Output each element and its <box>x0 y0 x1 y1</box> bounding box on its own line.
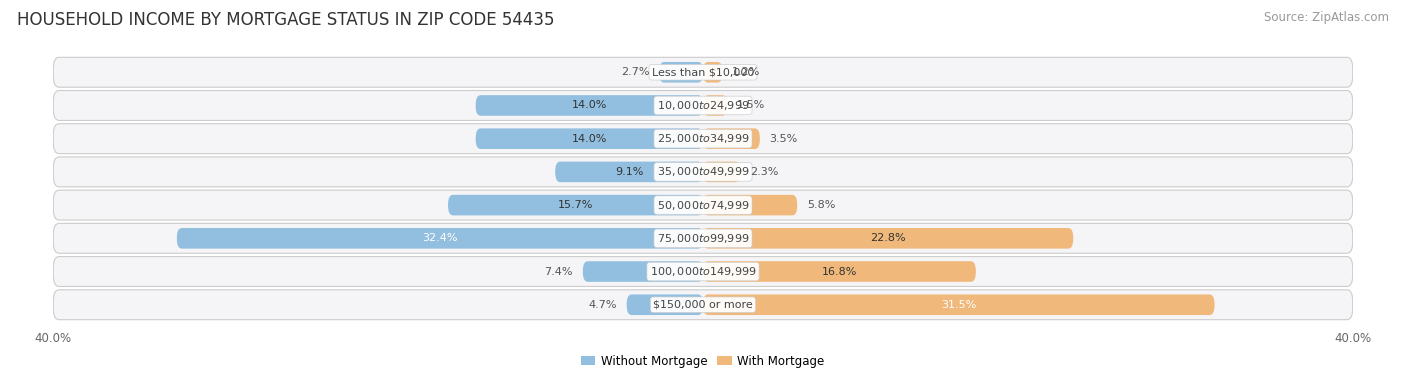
FancyBboxPatch shape <box>703 261 976 282</box>
FancyBboxPatch shape <box>53 290 1353 320</box>
FancyBboxPatch shape <box>703 62 723 83</box>
Text: 31.5%: 31.5% <box>941 300 976 310</box>
Text: 9.1%: 9.1% <box>614 167 644 177</box>
FancyBboxPatch shape <box>53 223 1353 253</box>
FancyBboxPatch shape <box>53 157 1353 187</box>
Text: 14.0%: 14.0% <box>572 134 607 144</box>
FancyBboxPatch shape <box>703 228 1073 248</box>
Text: 22.8%: 22.8% <box>870 233 905 243</box>
Text: $75,000 to $99,999: $75,000 to $99,999 <box>657 232 749 245</box>
Text: 5.8%: 5.8% <box>807 200 835 210</box>
Legend: Without Mortgage, With Mortgage: Without Mortgage, With Mortgage <box>576 350 830 372</box>
Text: 7.4%: 7.4% <box>544 267 574 277</box>
Text: $10,000 to $24,999: $10,000 to $24,999 <box>657 99 749 112</box>
FancyBboxPatch shape <box>53 124 1353 154</box>
Text: 16.8%: 16.8% <box>821 267 858 277</box>
Text: $100,000 to $149,999: $100,000 to $149,999 <box>650 265 756 278</box>
Text: $50,000 to $74,999: $50,000 to $74,999 <box>657 199 749 211</box>
FancyBboxPatch shape <box>703 95 727 116</box>
FancyBboxPatch shape <box>53 90 1353 120</box>
Text: 2.3%: 2.3% <box>749 167 779 177</box>
FancyBboxPatch shape <box>177 228 703 248</box>
FancyBboxPatch shape <box>555 162 703 182</box>
FancyBboxPatch shape <box>703 162 741 182</box>
Text: $150,000 or more: $150,000 or more <box>654 300 752 310</box>
FancyBboxPatch shape <box>53 57 1353 87</box>
Text: 2.7%: 2.7% <box>621 67 650 77</box>
Text: 32.4%: 32.4% <box>422 233 458 243</box>
FancyBboxPatch shape <box>53 190 1353 220</box>
FancyBboxPatch shape <box>659 62 703 83</box>
FancyBboxPatch shape <box>583 261 703 282</box>
Text: $35,000 to $49,999: $35,000 to $49,999 <box>657 166 749 178</box>
FancyBboxPatch shape <box>475 129 703 149</box>
Text: $25,000 to $34,999: $25,000 to $34,999 <box>657 132 749 145</box>
Text: HOUSEHOLD INCOME BY MORTGAGE STATUS IN ZIP CODE 54435: HOUSEHOLD INCOME BY MORTGAGE STATUS IN Z… <box>17 11 554 29</box>
FancyBboxPatch shape <box>449 195 703 215</box>
FancyBboxPatch shape <box>703 294 1215 315</box>
FancyBboxPatch shape <box>703 195 797 215</box>
Text: 15.7%: 15.7% <box>558 200 593 210</box>
Text: 14.0%: 14.0% <box>572 100 607 110</box>
Text: Source: ZipAtlas.com: Source: ZipAtlas.com <box>1264 11 1389 24</box>
FancyBboxPatch shape <box>703 129 759 149</box>
Text: 1.5%: 1.5% <box>737 100 765 110</box>
Text: Less than $10,000: Less than $10,000 <box>652 67 754 77</box>
FancyBboxPatch shape <box>475 95 703 116</box>
Text: 1.2%: 1.2% <box>733 67 761 77</box>
Text: 4.7%: 4.7% <box>589 300 617 310</box>
Text: 3.5%: 3.5% <box>769 134 797 144</box>
FancyBboxPatch shape <box>627 294 703 315</box>
FancyBboxPatch shape <box>53 257 1353 287</box>
